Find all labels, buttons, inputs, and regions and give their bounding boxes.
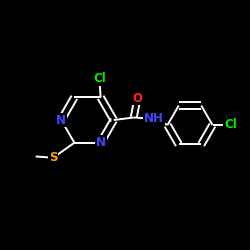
Text: S: S — [49, 151, 57, 164]
Text: N: N — [56, 114, 66, 126]
Text: NH: NH — [144, 112, 164, 125]
Text: N: N — [96, 136, 106, 149]
Text: O: O — [132, 92, 142, 104]
Text: Cl: Cl — [93, 72, 106, 85]
Text: Cl: Cl — [224, 118, 237, 132]
